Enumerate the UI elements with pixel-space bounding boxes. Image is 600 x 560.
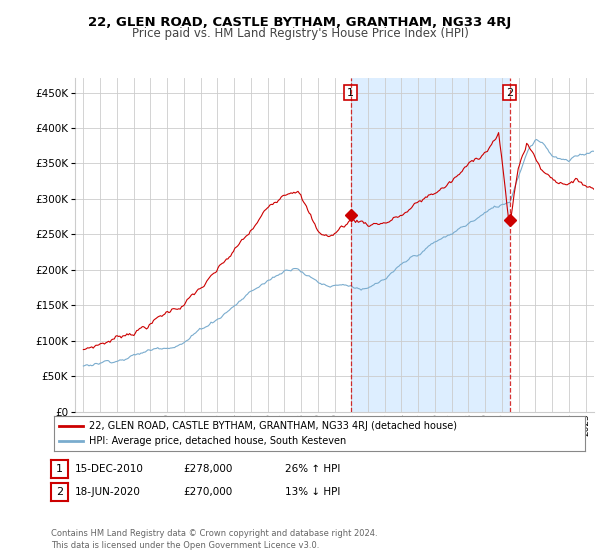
Text: 26% ↑ HPI: 26% ↑ HPI <box>285 464 340 474</box>
Text: 13% ↓ HPI: 13% ↓ HPI <box>285 487 340 497</box>
Text: 2: 2 <box>56 487 63 497</box>
Text: 15-DEC-2010: 15-DEC-2010 <box>75 464 144 474</box>
Text: £270,000: £270,000 <box>183 487 232 497</box>
Text: Contains HM Land Registry data © Crown copyright and database right 2024.: Contains HM Land Registry data © Crown c… <box>51 529 377 538</box>
Text: 22, GLEN ROAD, CASTLE BYTHAM, GRANTHAM, NG33 4RJ: 22, GLEN ROAD, CASTLE BYTHAM, GRANTHAM, … <box>88 16 512 29</box>
Text: HPI: Average price, detached house, South Kesteven: HPI: Average price, detached house, Sout… <box>89 436 346 446</box>
Text: This data is licensed under the Open Government Licence v3.0.: This data is licensed under the Open Gov… <box>51 541 319 550</box>
Text: 1: 1 <box>56 464 63 474</box>
Text: 18-JUN-2020: 18-JUN-2020 <box>75 487 141 497</box>
Text: 22, GLEN ROAD, CASTLE BYTHAM, GRANTHAM, NG33 4RJ (detached house): 22, GLEN ROAD, CASTLE BYTHAM, GRANTHAM, … <box>89 421 457 431</box>
Text: Price paid vs. HM Land Registry's House Price Index (HPI): Price paid vs. HM Land Registry's House … <box>131 27 469 40</box>
Text: 2: 2 <box>506 87 513 97</box>
Bar <box>350 78 509 412</box>
Text: 1: 1 <box>347 87 354 97</box>
Text: £278,000: £278,000 <box>183 464 232 474</box>
